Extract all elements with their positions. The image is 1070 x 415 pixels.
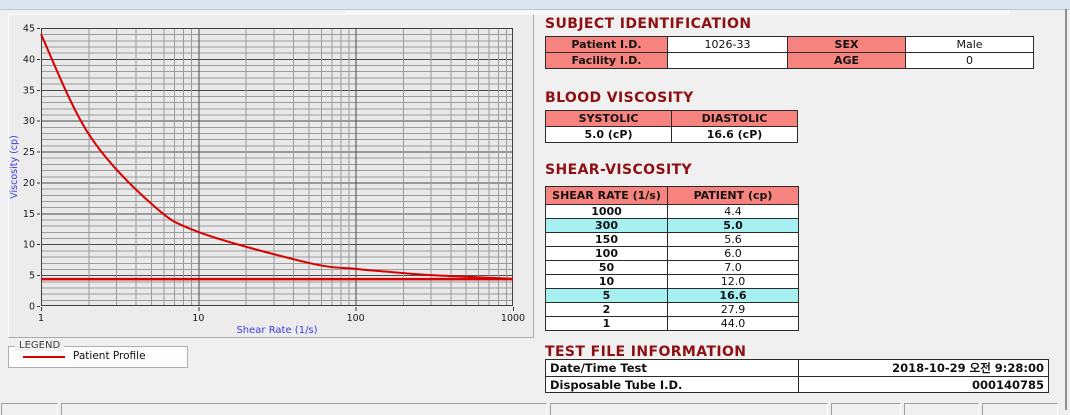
value-cell: 7.0 (667, 260, 799, 275)
value-cell: Date/Time Test (545, 359, 799, 377)
header-cell: Patient I.D. (545, 36, 668, 53)
blood-viscosity-title: BLOOD VISCOSITY (545, 90, 694, 106)
value-cell: 27.9 (667, 302, 799, 317)
x-tick-label: 1000 (501, 313, 525, 324)
toolbar-strip (345, 10, 1010, 15)
status-panel (61, 403, 547, 415)
shear-viscosity-chart: 0 5 10 15 20 25 30 35 40 45 1 10 100 1000 Viscosity (c… (9, 24, 525, 337)
value-cell: 000140785 (798, 376, 1049, 393)
value-cell: 300 (545, 218, 668, 233)
status-panel (1, 403, 58, 415)
table-row: 5.0 (cP) 16.6 (cP) (545, 126, 798, 143)
y-axis-title: Viscosity (cp) (9, 135, 20, 199)
subject-identification-title: SUBJECT IDENTIFICATION (545, 16, 752, 32)
value-cell (667, 52, 788, 69)
table-row: 1 44.0 (545, 316, 799, 331)
legend-entry-label: Patient Profile (73, 350, 146, 362)
value-cell: 0 (905, 52, 1034, 69)
table-row: 2 27.9 (545, 302, 799, 317)
value-cell: 16.6 (667, 288, 799, 303)
status-panel (831, 403, 901, 415)
header-cell: PATIENT (cp) (667, 186, 799, 205)
table-row: 300 5.0 (545, 218, 799, 233)
y-tick-label: 15 (23, 209, 35, 220)
test-file-table: Date/Time Test 2018-10-29 오전 9:28:00 Dispo… (545, 359, 1049, 393)
plot-background (41, 28, 513, 306)
y-tick-label: 40 (23, 54, 35, 65)
shear-viscosity-table: SHEAR RATE (1/s) PATIENT (cp) 1000 4.4 300 5.… (545, 186, 799, 331)
patient-profile-curve (40, 33, 514, 280)
window-top-band (0, 0, 1070, 10)
table-row: 5 16.6 (545, 288, 799, 303)
y-tick-label: 5 (29, 271, 35, 282)
table-row: 1000 4.4 (545, 204, 799, 219)
y-tick-label: 45 (23, 24, 35, 35)
header-cell: SHEAR RATE (1/s) (545, 186, 668, 205)
x-tick-label: 10 (192, 313, 204, 324)
value-cell: 100 (545, 246, 668, 261)
value-cell: 5 (545, 288, 668, 303)
value-cell: 150 (545, 232, 668, 247)
x-axis-title: Shear Rate (1/s) (236, 325, 317, 335)
header-cell: DIASTOLIC (671, 110, 798, 127)
value-cell: 50 (545, 260, 668, 275)
value-cell: 4.4 (667, 204, 799, 219)
y-tick-label: 20 (23, 178, 35, 189)
status-panel (982, 403, 1058, 415)
header-cell: Facility I.D. (545, 52, 668, 69)
subject-identification-table: Patient I.D. 1026-33 SEX Male Facility I.D. A… (545, 36, 1034, 69)
header-cell: SEX (787, 36, 906, 53)
value-cell: Disposable Tube I.D. (545, 376, 799, 393)
table-row: 150 5.6 (545, 232, 799, 247)
value-cell: Male (905, 36, 1034, 53)
table-row: Date/Time Test 2018-10-29 오전 9:28:00 (545, 359, 1049, 377)
value-cell: 1026-33 (667, 36, 788, 53)
y-tick-label: 35 (23, 85, 35, 96)
header-cell: SYSTOLIC (545, 110, 672, 127)
header-cell: AGE (787, 52, 906, 69)
table-row: 50 7.0 (545, 260, 799, 275)
value-cell: 1 (545, 316, 668, 331)
table-row: 10 12.0 (545, 274, 799, 289)
y-tick-label: 30 (23, 116, 35, 127)
test-file-information-title: TEST FILE INFORMATION (545, 344, 747, 360)
x-tick-label: 1 (38, 313, 44, 324)
legend-line-sample (23, 356, 65, 358)
status-panel (904, 403, 979, 415)
value-cell: 2 (545, 302, 668, 317)
table-row: Facility I.D. AGE 0 (545, 52, 1034, 69)
table-row: SYSTOLIC DIASTOLIC (545, 110, 798, 127)
value-cell: 16.6 (cP) (671, 126, 798, 143)
legend-title: LEGEND (15, 340, 65, 351)
value-cell: 1000 (545, 204, 668, 219)
status-bar (0, 402, 1070, 415)
value-cell: 10 (545, 274, 668, 289)
plot-border (41, 28, 513, 306)
table-row: SHEAR RATE (1/s) PATIENT (cp) (545, 186, 799, 205)
shear-viscosity-title: SHEAR-VISCOSITY (545, 162, 693, 178)
blood-viscosity-table: SYSTOLIC DIASTOLIC 5.0 (cP) 16.6 (cP) (545, 110, 798, 143)
value-cell: 44.0 (667, 316, 799, 331)
value-cell: 2018-10-29 오전 9:28:00 (798, 359, 1049, 377)
value-cell: 12.0 (667, 274, 799, 289)
table-row: Patient I.D. 1026-33 SEX Male (545, 36, 1034, 53)
legend-box: LEGEND Patient Profile (8, 340, 188, 368)
value-cell: 5.0 (667, 218, 799, 233)
value-cell: 6.0 (667, 246, 799, 261)
y-tick-label: 0 (29, 302, 35, 313)
table-row: Disposable Tube I.D. 000140785 (545, 376, 1049, 393)
y-tick-label: 10 (23, 240, 35, 251)
window-right-border (1065, 9, 1067, 410)
x-tick-label: 100 (347, 313, 365, 324)
value-cell: 5.0 (cP) (545, 126, 672, 143)
table-row: 100 6.0 (545, 246, 799, 261)
viscosity-chart-panel: 0 5 10 15 20 25 30 35 40 45 1 10 100 1000 Viscosity (c… (8, 14, 534, 338)
y-tick-label: 25 (23, 147, 35, 158)
value-cell: 5.6 (667, 232, 799, 247)
status-panel (550, 403, 828, 415)
